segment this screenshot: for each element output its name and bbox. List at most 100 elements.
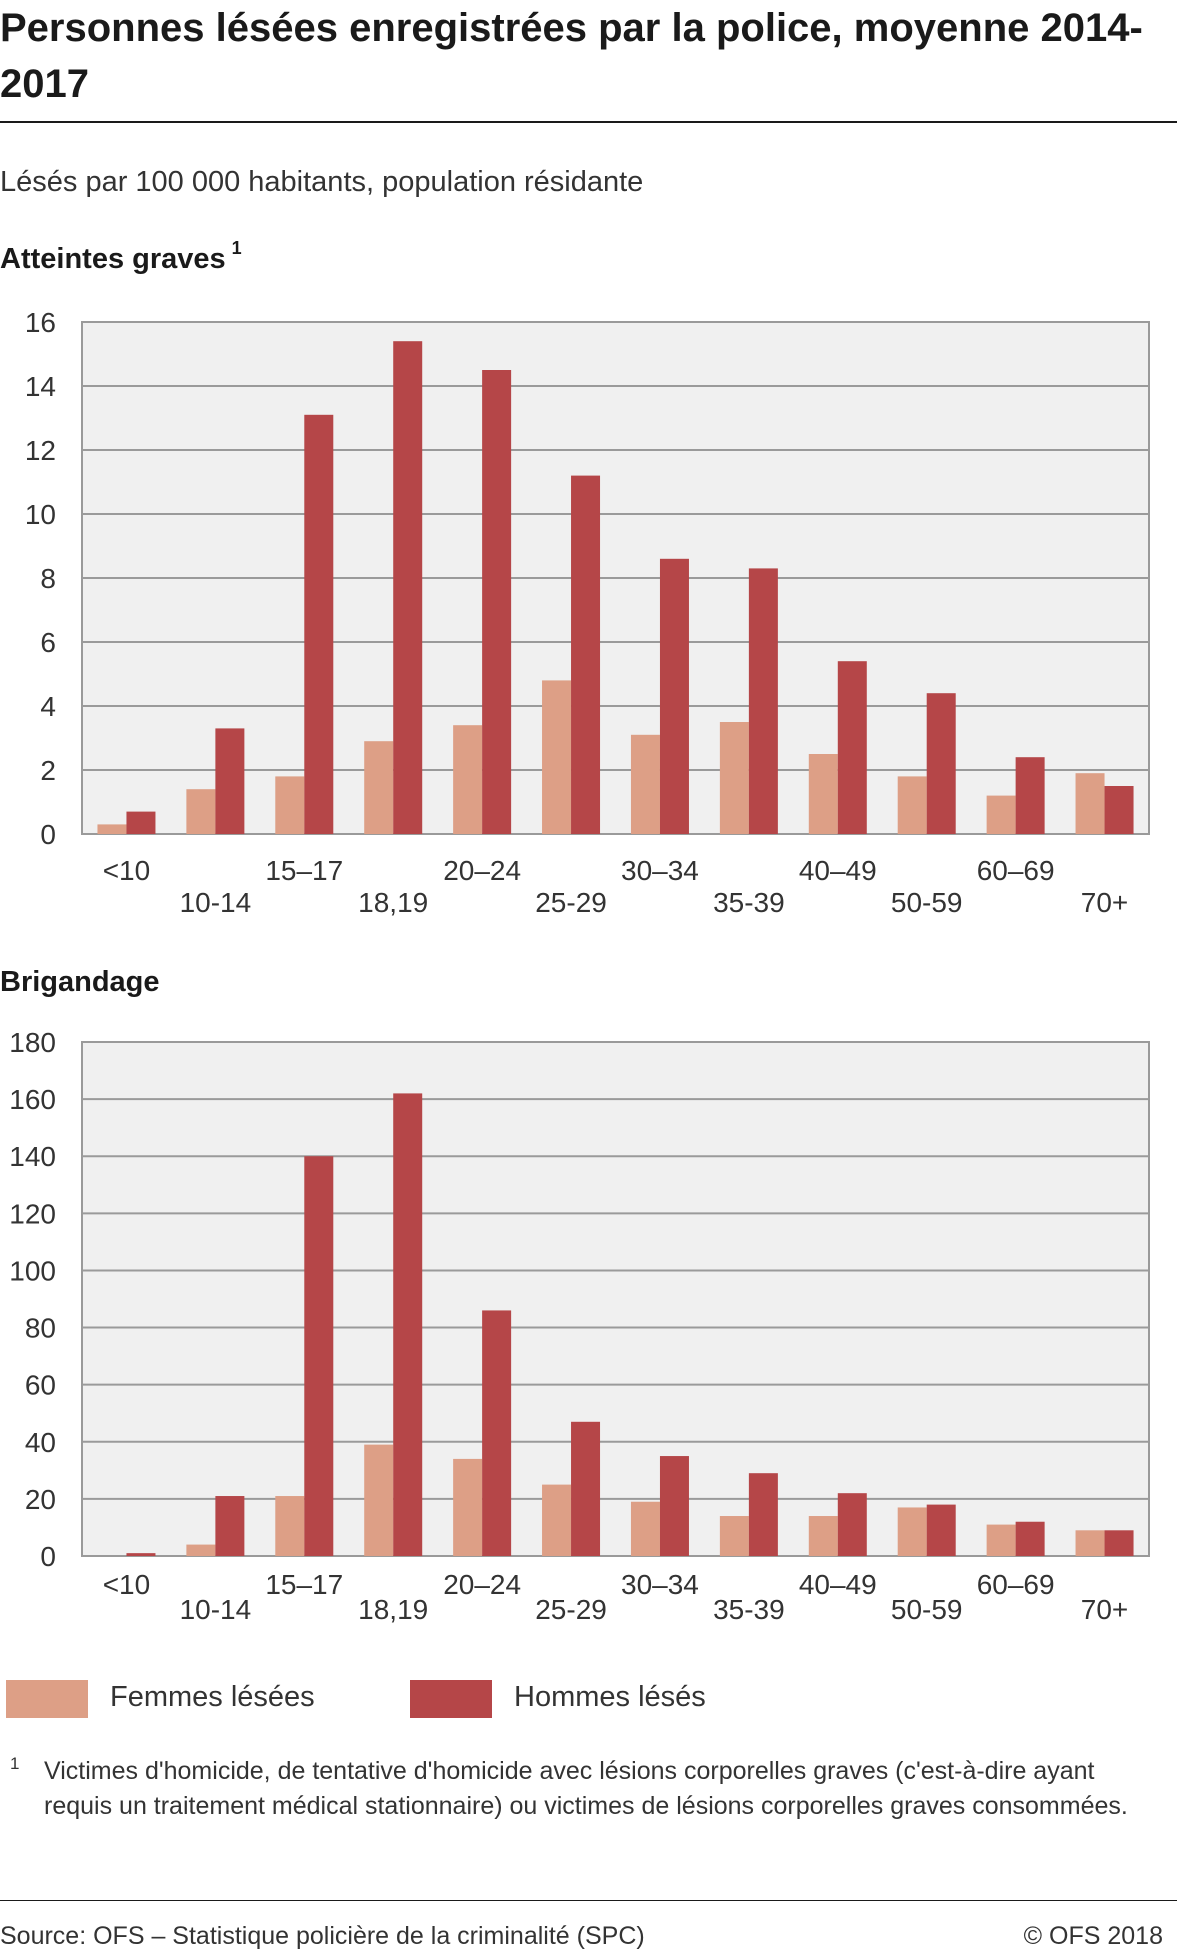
- bar-femmes: [453, 725, 483, 834]
- x-tick-label: 40–49: [799, 855, 877, 886]
- plot-frame: [81, 1041, 1150, 1557]
- y-tick-label: 14: [25, 371, 56, 402]
- x-tick-label: 30–34: [621, 1569, 699, 1600]
- bar-femmes: [719, 1516, 749, 1556]
- bar-hommes: [748, 1473, 778, 1556]
- bar-hommes: [926, 1504, 956, 1556]
- bar-femmes: [808, 1516, 838, 1556]
- bar-femmes: [542, 680, 572, 834]
- bar-femmes: [630, 1501, 660, 1556]
- x-tick-label: 70+: [1081, 887, 1129, 918]
- bar-femmes: [364, 741, 394, 834]
- bar-hommes: [304, 1156, 334, 1556]
- bar-hommes: [659, 558, 689, 834]
- bar-hommes: [837, 661, 867, 834]
- y-tick-label: 8: [40, 563, 56, 594]
- bar-hommes: [659, 1456, 689, 1556]
- chart-title-text: Brigandage: [0, 966, 160, 998]
- bar-femmes: [542, 1484, 572, 1556]
- x-tick-label: 10-14: [180, 1594, 252, 1625]
- x-tick-label: 35-39: [713, 1594, 785, 1625]
- footnote-marker: 1: [10, 1754, 20, 1773]
- bar-femmes: [986, 1524, 1016, 1556]
- x-tick-label: 10-14: [180, 887, 252, 918]
- legend-label-hommes: Hommes lésés: [514, 1681, 706, 1713]
- y-tick-label: 60: [25, 1370, 56, 1401]
- source-text: Source: OFS – Statistique policière de l…: [0, 1922, 645, 1950]
- bar-hommes: [837, 1493, 867, 1556]
- bar-hommes: [748, 568, 778, 834]
- x-tick-label: 40–49: [799, 1569, 877, 1600]
- bar-femmes: [453, 1458, 483, 1556]
- bar-femmes: [1075, 773, 1105, 834]
- x-tick-label: <10: [103, 1569, 151, 1600]
- x-tick-label: 70+: [1081, 1594, 1129, 1625]
- bar-hommes: [393, 341, 423, 834]
- bar-hommes: [1104, 1530, 1134, 1556]
- x-tick-label: 50-59: [891, 1594, 963, 1625]
- x-tick-label: 25-29: [535, 1594, 607, 1625]
- y-tick-label: 4: [40, 691, 56, 722]
- bar-hommes: [482, 370, 512, 834]
- bar-hommes: [482, 1310, 512, 1556]
- x-tick-label: 50-59: [891, 887, 963, 918]
- bar-hommes: [571, 1421, 601, 1556]
- legend-swatch-femmes: [6, 1680, 88, 1718]
- title-divider: [0, 121, 1177, 123]
- bar-hommes: [126, 811, 156, 834]
- bar-femmes: [364, 1444, 394, 1556]
- bar-hommes: [1015, 757, 1045, 834]
- x-tick-label: 25-29: [535, 887, 607, 918]
- chart-title-text: Atteintes graves: [0, 243, 226, 275]
- x-tick-label: 35-39: [713, 887, 785, 918]
- chart-legend: Femmes lésées Hommes lésés: [0, 1680, 800, 1720]
- x-tick-label: 18,19: [358, 887, 428, 918]
- y-tick-label: 0: [40, 1541, 56, 1572]
- chart-title-footnote-mark: 1: [231, 238, 242, 258]
- bar-femmes: [897, 776, 927, 834]
- chart-title-brigandage: Brigandage: [0, 966, 160, 999]
- x-tick-label: 18,19: [358, 1594, 428, 1625]
- bar-hommes: [1104, 786, 1134, 834]
- footnote-text: Victimes d'homicide, de tentative d'homi…: [44, 1757, 1128, 1820]
- bar-hommes: [215, 728, 245, 834]
- plot-area: [82, 1042, 1149, 1556]
- y-tick-label: 20: [25, 1484, 56, 1515]
- bar-femmes: [897, 1507, 927, 1556]
- y-tick-label: 160: [9, 1084, 56, 1115]
- y-tick-label: 0: [40, 819, 56, 850]
- bar-femmes: [97, 824, 127, 834]
- x-tick-label: <10: [103, 855, 151, 886]
- bar-femmes: [275, 1496, 305, 1556]
- bar-hommes: [215, 1496, 245, 1556]
- x-tick-label: 20–24: [443, 1569, 521, 1600]
- bar-femmes: [808, 754, 838, 834]
- bar-femmes: [719, 722, 749, 834]
- bar-femmes: [630, 734, 660, 834]
- plot-frame: [81, 321, 1150, 835]
- chart-brigandage: 0 20 40 60 80 100 120 140 160 180 <10 10-14 15–17 18,…: [9, 1027, 1150, 1625]
- y-tick-label: 180: [9, 1027, 56, 1058]
- bar-hommes: [1015, 1521, 1045, 1556]
- y-tick-label: 80: [25, 1313, 56, 1344]
- bar-femmes: [186, 1544, 216, 1556]
- y-tick-label: 6: [40, 627, 56, 658]
- y-tick-label: 2: [40, 755, 56, 786]
- bar-hommes: [926, 693, 956, 834]
- y-tick-label: 10: [25, 499, 56, 530]
- y-tick-label: 16: [25, 307, 56, 338]
- bar-hommes: [304, 414, 334, 834]
- x-tick-label: 30–34: [621, 855, 699, 886]
- y-tick-label: 100: [9, 1255, 56, 1286]
- x-tick-label: 60–69: [977, 855, 1055, 886]
- bar-hommes: [393, 1093, 423, 1556]
- page-subtitle: Lésés par 100 000 habitants, population …: [0, 166, 644, 198]
- legend-swatch-hommes: [410, 1680, 492, 1718]
- x-tick-label: 15–17: [265, 1569, 343, 1600]
- bar-hommes: [126, 1553, 156, 1556]
- x-tick-label: 20–24: [443, 855, 521, 886]
- bar-femmes: [186, 789, 216, 834]
- x-tick-label: 60–69: [977, 1569, 1055, 1600]
- y-tick-label: 40: [25, 1427, 56, 1458]
- legend-label-femmes: Femmes lésées: [110, 1681, 315, 1713]
